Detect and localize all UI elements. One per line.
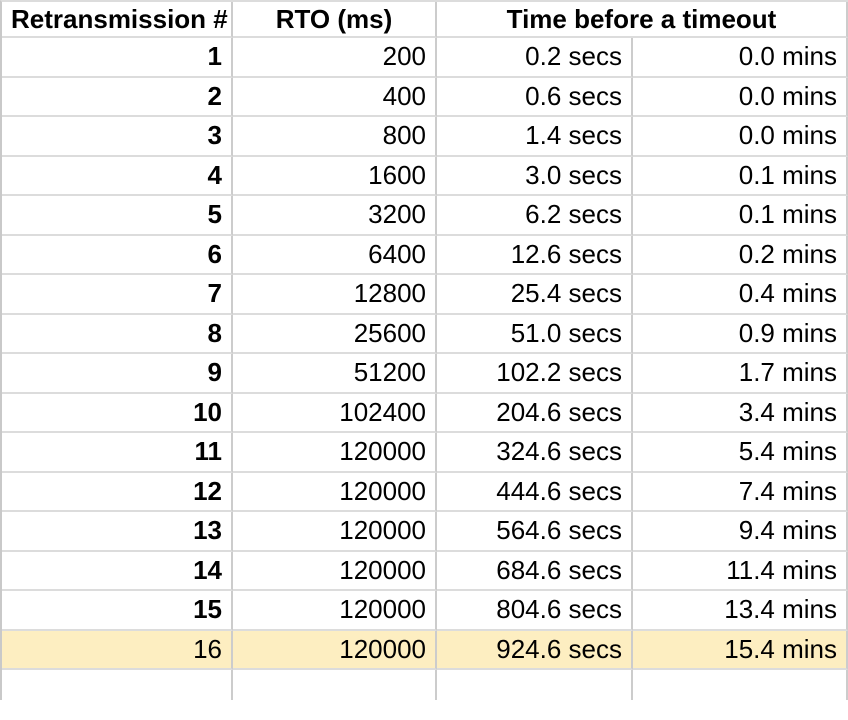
cell-time-mins[interactable] xyxy=(633,670,848,700)
cell-retransmission-number[interactable]: 2 xyxy=(2,77,233,117)
cell-retransmission-number[interactable]: 7 xyxy=(2,275,233,315)
col-header-retransmission[interactable]: Retransmission # xyxy=(2,2,233,38)
cell-rto-ms[interactable]: 120000 xyxy=(233,472,437,512)
cell-rto-ms[interactable]: 25600 xyxy=(233,314,437,354)
cell-retransmission-number[interactable]: 3 xyxy=(2,117,233,157)
cell-rto-ms[interactable]: 102400 xyxy=(233,393,437,433)
rto-timeout-table: Retransmission # RTO (ms) Time before a … xyxy=(0,0,848,700)
cell-time-secs[interactable]: 1.4 secs xyxy=(437,117,633,157)
table-row: 1 200 0.2 secs 0.0 mins xyxy=(2,38,848,78)
cell-time-secs[interactable]: 3.0 secs xyxy=(437,156,633,196)
cell-time-secs[interactable]: 51.0 secs xyxy=(437,314,633,354)
table-row: 16 120000 924.6 secs 15.4 mins xyxy=(2,630,848,670)
cell-retransmission-number[interactable]: 13 xyxy=(2,512,233,552)
cell-rto-ms[interactable] xyxy=(233,670,437,700)
cell-time-mins[interactable]: 9.4 mins xyxy=(633,512,848,552)
col-header-time-before-timeout[interactable]: Time before a timeout xyxy=(437,2,848,38)
cell-rto-ms[interactable]: 120000 xyxy=(233,433,437,473)
cell-rto-ms[interactable]: 12800 xyxy=(233,275,437,315)
cell-time-mins[interactable]: 0.0 mins xyxy=(633,38,848,78)
cell-time-mins[interactable]: 1.7 mins xyxy=(633,354,848,394)
cell-rto-ms[interactable]: 120000 xyxy=(233,591,437,631)
cell-time-secs[interactable]: 804.6 secs xyxy=(437,591,633,631)
cell-time-secs[interactable]: 204.6 secs xyxy=(437,393,633,433)
cell-time-mins[interactable]: 13.4 mins xyxy=(633,591,848,631)
cell-retransmission-number[interactable]: 15 xyxy=(2,591,233,631)
cell-time-mins[interactable]: 11.4 mins xyxy=(633,551,848,591)
cell-time-secs[interactable]: 0.2 secs xyxy=(437,38,633,78)
cell-time-secs[interactable]: 6.2 secs xyxy=(437,196,633,236)
cell-retransmission-number[interactable]: 4 xyxy=(2,156,233,196)
table-row: 2 400 0.6 secs 0.0 mins xyxy=(2,77,848,117)
cell-time-mins[interactable]: 0.1 mins xyxy=(633,196,848,236)
cell-time-secs[interactable]: 25.4 secs xyxy=(437,275,633,315)
cell-rto-ms[interactable]: 120000 xyxy=(233,551,437,591)
cell-time-mins[interactable]: 0.1 mins xyxy=(633,156,848,196)
cell-rto-ms[interactable]: 120000 xyxy=(233,512,437,552)
cell-rto-ms[interactable]: 51200 xyxy=(233,354,437,394)
table-row: 4 1600 3.0 secs 0.1 mins xyxy=(2,156,848,196)
cell-time-secs[interactable]: 12.6 secs xyxy=(437,235,633,275)
cell-time-mins[interactable]: 0.4 mins xyxy=(633,275,848,315)
table-row: 13 120000 564.6 secs 9.4 mins xyxy=(2,512,848,552)
cell-retransmission-number[interactable]: 12 xyxy=(2,472,233,512)
cell-retransmission-number[interactable]: 10 xyxy=(2,393,233,433)
cell-rto-ms[interactable]: 6400 xyxy=(233,235,437,275)
partial-empty-row xyxy=(2,670,848,700)
cell-rto-ms[interactable]: 800 xyxy=(233,117,437,157)
cell-rto-ms[interactable]: 3200 xyxy=(233,196,437,236)
table-row: 7 12800 25.4 secs 0.4 mins xyxy=(2,275,848,315)
table-row: 10 102400 204.6 secs 3.4 mins xyxy=(2,393,848,433)
table-row: 11 120000 324.6 secs 5.4 mins xyxy=(2,433,848,473)
cell-time-secs[interactable] xyxy=(437,670,633,700)
cell-time-mins[interactable]: 0.0 mins xyxy=(633,117,848,157)
cell-time-mins[interactable]: 3.4 mins xyxy=(633,393,848,433)
cell-retransmission-number[interactable]: 11 xyxy=(2,433,233,473)
cell-time-mins[interactable]: 15.4 mins xyxy=(633,630,848,670)
cell-retransmission-number[interactable]: 1 xyxy=(2,38,233,78)
cell-retransmission-number[interactable]: 16 xyxy=(2,630,233,670)
cell-rto-ms[interactable]: 200 xyxy=(233,38,437,78)
table-row: 6 6400 12.6 secs 0.2 mins xyxy=(2,235,848,275)
cell-time-secs[interactable]: 102.2 secs xyxy=(437,354,633,394)
table-body: 1 200 0.2 secs 0.0 mins 2 400 0.6 secs 0… xyxy=(2,38,848,700)
cell-retransmission-number[interactable] xyxy=(2,670,233,700)
cell-time-secs[interactable]: 564.6 secs xyxy=(437,512,633,552)
cell-retransmission-number[interactable]: 5 xyxy=(2,196,233,236)
cell-retransmission-number[interactable]: 14 xyxy=(2,551,233,591)
cell-retransmission-number[interactable]: 8 xyxy=(2,314,233,354)
cell-retransmission-number[interactable]: 9 xyxy=(2,354,233,394)
table-row: 3 800 1.4 secs 0.0 mins xyxy=(2,117,848,157)
table-row: 15 120000 804.6 secs 13.4 mins xyxy=(2,591,848,631)
cell-time-secs[interactable]: 0.6 secs xyxy=(437,77,633,117)
cell-time-mins[interactable]: 7.4 mins xyxy=(633,472,848,512)
header-row: Retransmission # RTO (ms) Time before a … xyxy=(2,2,848,38)
cell-rto-ms[interactable]: 400 xyxy=(233,77,437,117)
cell-time-mins[interactable]: 0.9 mins xyxy=(633,314,848,354)
col-header-rto[interactable]: RTO (ms) xyxy=(233,2,437,38)
cell-time-secs[interactable]: 324.6 secs xyxy=(437,433,633,473)
cell-time-secs[interactable]: 684.6 secs xyxy=(437,551,633,591)
cell-rto-ms[interactable]: 1600 xyxy=(233,156,437,196)
cell-retransmission-number[interactable]: 6 xyxy=(2,235,233,275)
cell-time-secs[interactable]: 444.6 secs xyxy=(437,472,633,512)
table-row: 14 120000 684.6 secs 11.4 mins xyxy=(2,551,848,591)
table-row: 9 51200 102.2 secs 1.7 mins xyxy=(2,354,848,394)
cell-rto-ms[interactable]: 120000 xyxy=(233,630,437,670)
cell-time-secs[interactable]: 924.6 secs xyxy=(437,630,633,670)
cell-time-mins[interactable]: 5.4 mins xyxy=(633,433,848,473)
table-row: 12 120000 444.6 secs 7.4 mins xyxy=(2,472,848,512)
table-row: 5 3200 6.2 secs 0.1 mins xyxy=(2,196,848,236)
cell-time-mins[interactable]: 0.2 mins xyxy=(633,235,848,275)
table-row: 8 25600 51.0 secs 0.9 mins xyxy=(2,314,848,354)
cell-time-mins[interactable]: 0.0 mins xyxy=(633,77,848,117)
